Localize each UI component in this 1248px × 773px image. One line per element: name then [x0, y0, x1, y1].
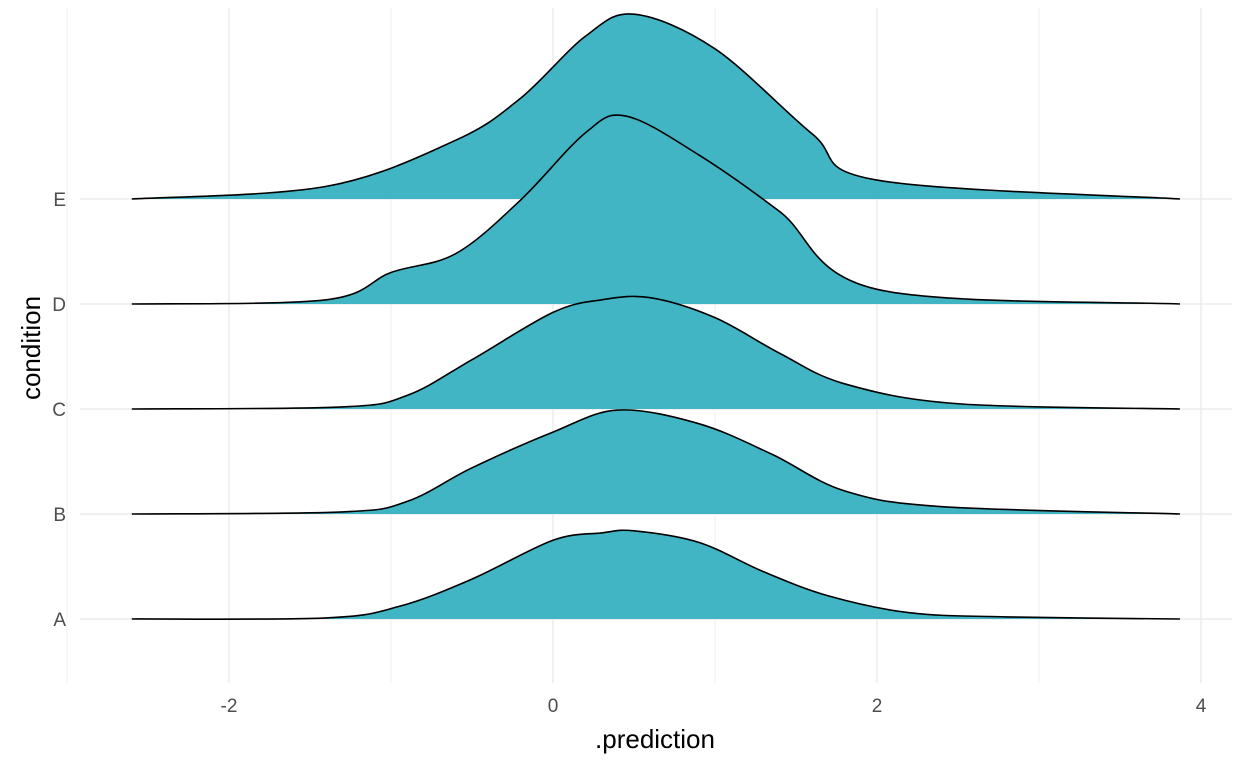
ridge-A: [131, 529, 1180, 620]
ridge-fill-C: [131, 296, 1180, 409]
y-tick-labels: A B C D E: [52, 190, 66, 631]
ridge-fill-D: [131, 115, 1180, 304]
x-tick-label: 2: [872, 696, 883, 717]
y-tick-label-B: B: [53, 505, 66, 526]
y-axis-title: condition: [16, 296, 46, 400]
ridge-fill-E: [131, 13, 1180, 200]
y-tick-label-E: E: [53, 190, 66, 211]
ridge-E: [131, 13, 1180, 200]
x-tick-label: 0: [548, 696, 559, 717]
y-tick-label-D: D: [52, 295, 66, 316]
ridge-outline-D: [131, 114, 1180, 305]
ridge-D: [131, 114, 1180, 305]
y-tick-label-C: C: [52, 400, 66, 421]
y-tick-label-A: A: [53, 610, 66, 631]
ridge-outline-A: [131, 529, 1180, 620]
x-tick-label: -2: [221, 696, 238, 717]
ridge-outline-C: [131, 295, 1180, 410]
ridge-fill-B: [131, 409, 1180, 514]
x-tick-label: 4: [1196, 696, 1207, 717]
ridge-outline-B: [131, 409, 1180, 515]
ridge-fill-A: [131, 530, 1180, 620]
ridge-B: [131, 409, 1180, 515]
ridge-C: [131, 295, 1180, 410]
ridge-outline-E: [131, 13, 1180, 200]
ridges-layer: [131, 13, 1180, 620]
x-axis-title: .prediction: [595, 724, 715, 754]
x-tick-labels: -2 0 2 4: [221, 696, 1207, 717]
